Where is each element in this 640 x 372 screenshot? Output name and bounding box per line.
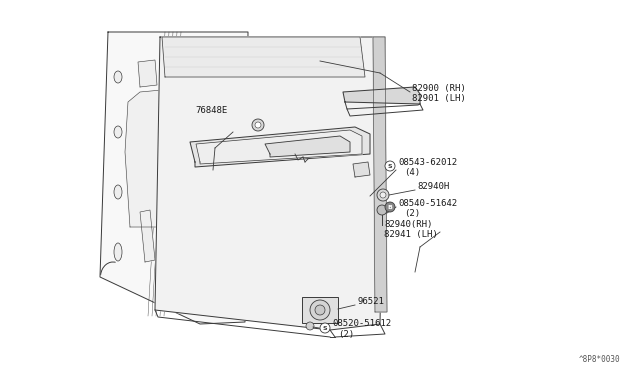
Text: ^8P8*0030: ^8P8*0030: [579, 355, 620, 364]
Text: 08520-51612: 08520-51612: [332, 320, 391, 328]
Text: (2): (2): [338, 330, 354, 339]
Circle shape: [310, 300, 330, 320]
Circle shape: [315, 305, 325, 315]
Polygon shape: [100, 32, 248, 324]
Polygon shape: [125, 87, 198, 227]
Circle shape: [380, 192, 386, 198]
Text: 82940(RH): 82940(RH): [384, 219, 433, 228]
Polygon shape: [343, 87, 420, 104]
Text: 82941 (LH): 82941 (LH): [384, 230, 438, 238]
Polygon shape: [162, 37, 365, 77]
Text: S: S: [323, 326, 327, 330]
Circle shape: [252, 119, 264, 131]
Polygon shape: [155, 37, 385, 330]
Text: 08540-51642: 08540-51642: [398, 199, 457, 208]
Ellipse shape: [114, 243, 122, 261]
Text: 96521: 96521: [357, 298, 384, 307]
Circle shape: [320, 323, 330, 333]
Polygon shape: [265, 136, 350, 157]
Circle shape: [255, 122, 261, 128]
Text: 08543-62012: 08543-62012: [398, 157, 457, 167]
Polygon shape: [190, 127, 370, 167]
Polygon shape: [353, 162, 370, 177]
Text: 82900 (RH): 82900 (RH): [412, 83, 466, 93]
Polygon shape: [138, 60, 157, 87]
Ellipse shape: [114, 126, 122, 138]
Polygon shape: [373, 37, 387, 312]
Text: (2): (2): [404, 208, 420, 218]
Text: (4): (4): [404, 167, 420, 176]
Polygon shape: [196, 130, 362, 164]
Ellipse shape: [114, 185, 122, 199]
Bar: [302, 297, 338, 323]
Text: B: B: [388, 205, 392, 209]
Circle shape: [377, 205, 387, 215]
Text: S: S: [388, 164, 392, 169]
Circle shape: [385, 161, 395, 171]
Circle shape: [385, 202, 395, 212]
Text: 76848E: 76848E: [195, 106, 227, 115]
Text: 82940H: 82940H: [417, 182, 449, 190]
Circle shape: [306, 322, 314, 330]
Polygon shape: [140, 210, 155, 262]
Ellipse shape: [114, 71, 122, 83]
Text: 82901 (LH): 82901 (LH): [412, 93, 466, 103]
Circle shape: [377, 189, 389, 201]
